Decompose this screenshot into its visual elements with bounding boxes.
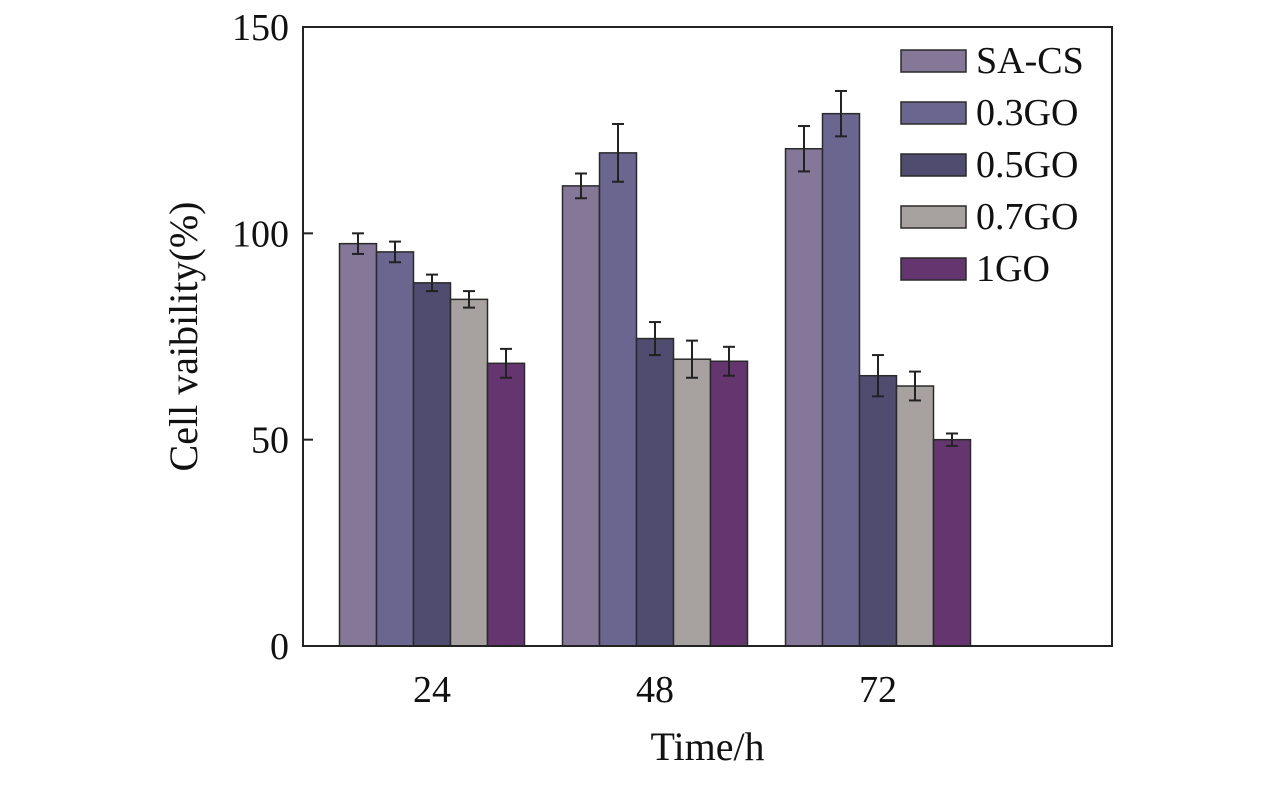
bar-sa-cs-48 (561, 185, 601, 647)
x-axis: 24 48 72 (413, 669, 897, 711)
legend-label: 0.3GO (976, 92, 1078, 134)
error-bar (463, 290, 475, 309)
error-bar (389, 240, 401, 264)
legend-label: SA-CS (976, 40, 1084, 82)
bar-0-3go-48 (598, 152, 638, 647)
bar-1go-48 (709, 360, 749, 647)
legend-swatch (900, 101, 967, 125)
y-axis: 0 50 100 150 (232, 7, 313, 668)
legend-swatch (900, 257, 967, 281)
x-tick-label: 72 (859, 669, 897, 711)
bar-0-7go-48 (672, 358, 712, 647)
legend-label: 0.7GO (976, 196, 1078, 238)
x-tick-label: 24 (413, 669, 451, 711)
bars-layer (338, 112, 972, 647)
bar-0-5go-48 (635, 337, 675, 647)
bar-0-5go-72 (858, 374, 898, 647)
legend-swatch (900, 49, 967, 73)
y-tick-label: 0 (270, 626, 289, 668)
legend-item: SA-CS (900, 40, 1084, 82)
y-tick-label: 100 (232, 213, 289, 255)
error-bar (612, 122, 624, 183)
error-bar (686, 339, 698, 379)
legend: SA-CS 0.3GO 0.5GO 0.7GO 1GO (900, 40, 1084, 290)
error-bar (426, 273, 438, 293)
legend-label: 0.5GO (976, 144, 1078, 186)
error-bar (500, 347, 512, 379)
legend-label: 1GO (976, 248, 1050, 290)
error-bar (946, 432, 958, 447)
error-bar (798, 125, 810, 173)
legend-swatch (900, 153, 967, 177)
error-bar (909, 370, 921, 402)
bar-0-5go-24 (412, 282, 452, 647)
error-bar (575, 172, 587, 200)
bar-0-7go-72 (895, 385, 935, 647)
legend-item: 0.5GO (900, 144, 1078, 186)
y-tick-label: 50 (251, 420, 289, 462)
plot-frame (302, 26, 1113, 647)
legend-swatch (900, 205, 967, 229)
bar-1go-24 (486, 362, 526, 647)
y-tick-label: 150 (232, 7, 289, 49)
error-bar (835, 89, 847, 138)
x-tick-label: 48 (636, 669, 674, 711)
bar-0-3go-24 (375, 251, 415, 647)
legend-item: 1GO (900, 248, 1050, 290)
bar-0-3go-72 (821, 112, 861, 647)
error-bar (352, 232, 364, 255)
y-axis-title: Cell vaibility(%) (161, 202, 206, 472)
bar-0-7go-24 (449, 298, 489, 647)
legend-item: 0.7GO (900, 196, 1078, 238)
bar-sa-cs-24 (338, 242, 378, 647)
error-bar (872, 354, 884, 398)
x-axis-title: Time/h (650, 724, 764, 769)
error-bar (723, 345, 735, 377)
error-bar (649, 321, 661, 357)
error-bars-layer (352, 89, 958, 447)
bar-sa-cs-72 (784, 147, 824, 647)
bar-1go-72 (932, 438, 972, 647)
legend-item: 0.3GO (900, 92, 1078, 134)
